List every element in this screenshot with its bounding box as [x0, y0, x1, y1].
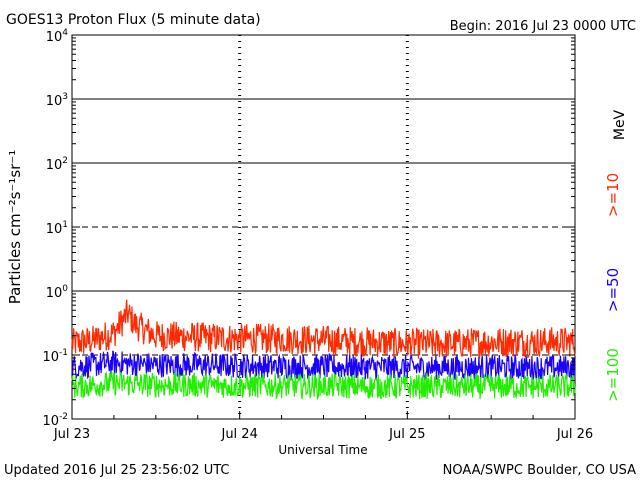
x-tick-label: Jul 24 [220, 427, 257, 442]
series-line [71, 371, 576, 401]
y-tick-label: 102 [46, 156, 68, 173]
y-tick-label: 104 [46, 28, 69, 45]
x-axis-label: Universal Time [278, 443, 367, 457]
y-tick-label: 100 [46, 284, 69, 301]
legend-entry: >=100 [604, 348, 622, 402]
legend: >=10 >=50 >=100 MeV [604, 109, 628, 401]
y-tick-label: 10-2 [42, 412, 68, 429]
series-layer [71, 299, 576, 401]
x-axis: Jul 23 Jul 24 Jul 25 Jul 26 [53, 411, 593, 442]
begin-time: Begin: 2016 Jul 23 0000 UTC [450, 19, 636, 34]
legend-entry: >=10 [604, 173, 622, 217]
series-line [71, 299, 576, 359]
chart-title: GOES13 Proton Flux (5 minute data) [6, 12, 261, 28]
x-tick-label: Jul 26 [556, 427, 593, 442]
y-tick-label: 101 [46, 220, 68, 237]
x-tick-label: Jul 23 [53, 427, 90, 442]
y-tick-label: 10-1 [42, 348, 68, 365]
updated-time: Updated 2016 Jul 25 23:56:02 UTC [4, 463, 229, 478]
y-axis: 10-2 10-1 100 101 102 103 104 [42, 28, 575, 429]
legend-entry: >=50 [604, 268, 622, 312]
grid [72, 35, 575, 419]
y-tick-label: 103 [46, 92, 68, 109]
x-tick-label: Jul 25 [388, 427, 425, 442]
y-axis-label: Particles cm⁻²s⁻¹sr⁻¹ [6, 150, 24, 304]
legend-unit: MeV [612, 109, 628, 140]
credit: NOAA/SWPC Boulder, CO USA [443, 463, 636, 478]
